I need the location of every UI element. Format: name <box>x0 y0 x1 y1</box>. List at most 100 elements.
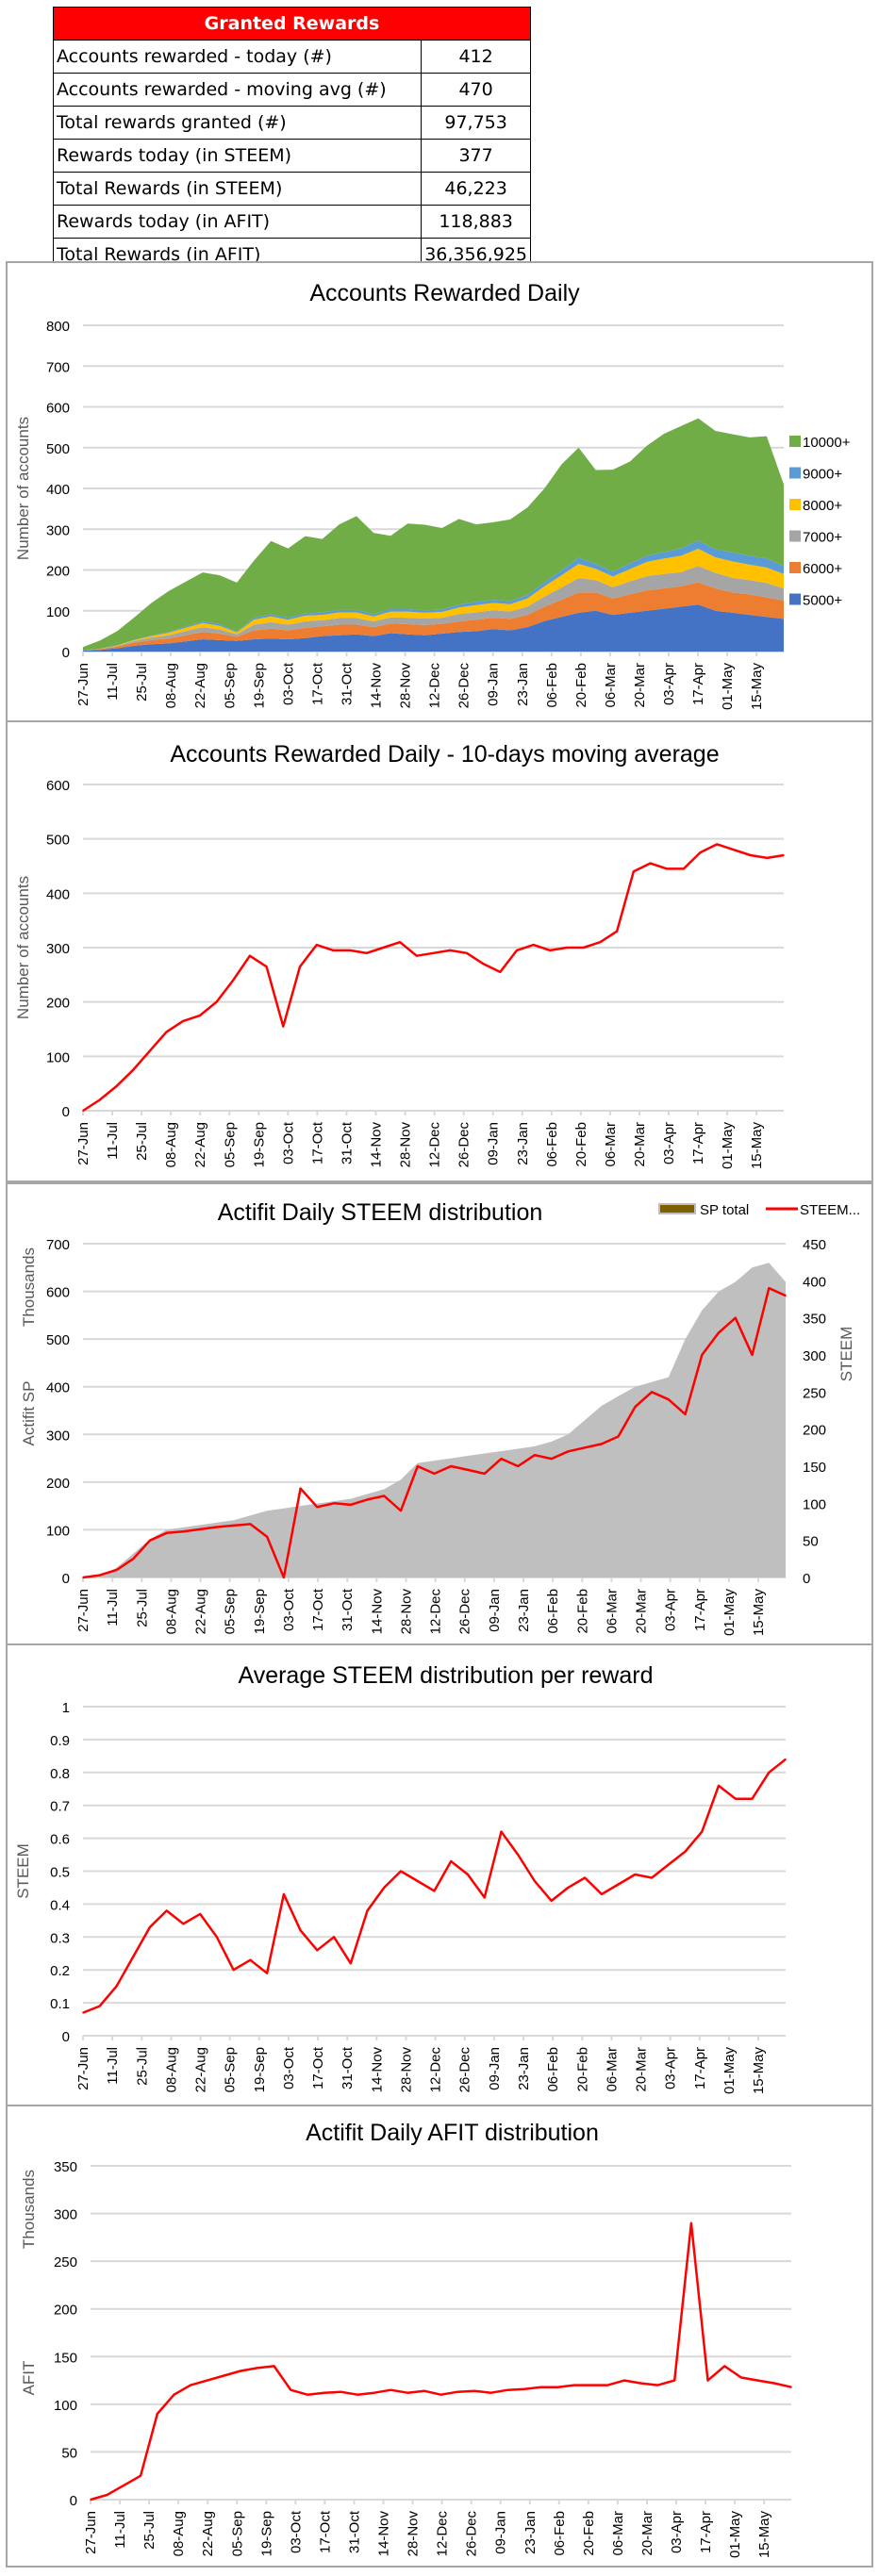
row-label: Total Rewards (in STEEM) <box>52 172 423 206</box>
x-tick-label: 06-Mar <box>604 2047 620 2092</box>
data-point <box>651 1391 653 1394</box>
data-point <box>232 1525 235 1527</box>
row-label: Rewards today (in STEEM) <box>52 139 423 173</box>
data-point <box>283 1893 285 1895</box>
line-series <box>82 1758 787 2014</box>
data-point <box>257 2367 258 2370</box>
legend-swatch <box>789 467 801 479</box>
x-tick-label: 11-Jul <box>105 1122 121 1160</box>
data-point <box>373 2391 375 2394</box>
x-tick-label: 22-Aug <box>200 2511 216 2556</box>
x-tick-label: 12-Dec <box>427 1122 443 1168</box>
data-point <box>740 2376 742 2379</box>
data-point <box>718 1331 720 1334</box>
data-point <box>349 949 351 951</box>
area-series-10000+ <box>83 418 784 651</box>
data-point <box>785 1295 787 1296</box>
legend-swatch <box>658 1203 696 1214</box>
y-tick-label: 350 <box>54 2159 77 2175</box>
y-tick-label: 800 <box>46 319 70 335</box>
x-tick-label: 12-Dec <box>428 2047 444 2093</box>
legend-label: 8000+ <box>803 498 842 514</box>
x-tick-label: 03-Oct <box>281 1588 297 1631</box>
y2-tick-label: 200 <box>803 1423 826 1439</box>
y-tick-label: 600 <box>46 778 70 794</box>
data-point <box>290 2388 292 2391</box>
data-point <box>417 1880 419 1882</box>
data-point <box>199 1015 201 1016</box>
x-tick-label: 03-Oct <box>280 662 296 705</box>
x-tick-label: 19-Sep <box>258 2511 274 2556</box>
data-point <box>307 2393 308 2396</box>
data-point <box>357 2393 358 2396</box>
x-tick-label: 17-Oct <box>317 2510 333 2553</box>
data-point <box>115 1085 118 1087</box>
x-tick-label: 09-Jan <box>493 2511 509 2554</box>
data-point <box>165 1031 168 1033</box>
y2-tick-label: 300 <box>803 1348 826 1364</box>
table-row: Total rewards granted (#) 97,753 <box>52 106 531 140</box>
data-point <box>182 1020 184 1022</box>
x-tick-label: 27-Jun <box>75 2047 91 2090</box>
y-tick-label: 600 <box>46 1285 70 1301</box>
data-point <box>649 862 652 865</box>
chart-moving-average: Accounts Rewarded Daily - 10-days moving… <box>6 722 873 1182</box>
data-point <box>684 1413 687 1415</box>
table-row: Total Rewards (in STEEM) 46,223 <box>52 172 531 206</box>
data-point <box>633 870 635 873</box>
x-tick-label: 11-Jul <box>105 663 121 701</box>
y-tick-label: 0.6 <box>50 1832 70 1848</box>
data-point <box>499 971 502 973</box>
data-point <box>500 1830 503 1833</box>
data-point <box>599 941 602 943</box>
data-point <box>366 1909 369 1912</box>
y-axis-title: Actifit SP <box>20 1381 38 1446</box>
y-tick-label: 0.4 <box>50 1897 70 1913</box>
y-tick-label: 0 <box>62 2029 70 2045</box>
y-tick-label: 400 <box>46 1380 70 1396</box>
y-tick-label: 300 <box>46 941 70 957</box>
y-tick-label: 0 <box>62 1104 70 1120</box>
data-point <box>323 2391 325 2394</box>
data-point <box>190 2384 191 2386</box>
row-value: 377 <box>421 139 531 173</box>
data-point <box>723 2365 725 2368</box>
chart-svg: Accounts Rewarded Daily 0 100 200 300 400 500 6… <box>14 280 851 710</box>
data-point <box>423 2389 425 2392</box>
x-tick-label: 14-Nov <box>376 2511 392 2557</box>
y-tick-label: 0.1 <box>50 1996 70 2012</box>
y-tick-label: 250 <box>54 2254 77 2271</box>
y-tick-label: 300 <box>46 522 70 538</box>
x-tick-label: 05-Sep <box>222 663 238 708</box>
data-point <box>450 1860 453 1862</box>
x-tick-label: 23-Jan <box>516 2047 532 2090</box>
chart-accounts-rewarded-daily: Accounts Rewarded Daily 0 100 200 300 400 500 6… <box>6 261 873 722</box>
data-point <box>432 952 435 954</box>
x-tick-label: 25-Jul <box>134 663 150 702</box>
x-tick-label: 15-May <box>756 2511 772 2559</box>
data-point <box>684 1850 687 1853</box>
data-point <box>165 1909 168 1912</box>
data-point <box>299 1487 302 1490</box>
data-point <box>716 843 718 846</box>
data-point <box>82 1110 84 1112</box>
data-point <box>406 2391 408 2394</box>
x-tick-label: 28-Nov <box>398 2047 414 2093</box>
x-tick-label: 25-Jul <box>134 2047 150 2086</box>
x-tick-label: 19-Sep <box>252 2047 268 2092</box>
data-point <box>532 944 535 946</box>
y2-axis-title: STEEM <box>838 1327 855 1382</box>
data-point <box>265 966 268 967</box>
x-tick-label: 27-Jun <box>83 2511 99 2554</box>
y2-tick-label: 50 <box>803 1534 819 1550</box>
data-point <box>567 1450 570 1453</box>
x-tick-label: 15-May <box>749 1122 765 1170</box>
data-point <box>450 1465 453 1467</box>
x-tick-label: 17-Apr <box>690 663 706 705</box>
y-axis-title: STEEM <box>14 1843 32 1899</box>
data-point <box>466 952 468 954</box>
data-point <box>556 2386 559 2388</box>
y-axis-units: Thousands <box>20 2170 38 2249</box>
data-point <box>456 2390 459 2393</box>
data-point <box>549 949 552 951</box>
